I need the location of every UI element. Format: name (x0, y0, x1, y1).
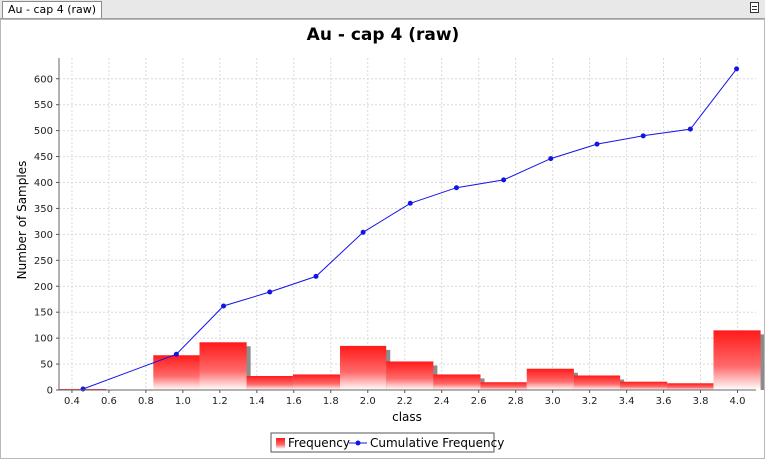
cumulative-point (267, 289, 273, 295)
x-tick-label: 0.6 (101, 396, 117, 407)
cumulative-line (80, 66, 740, 392)
legend-box (270, 432, 495, 453)
frequency-bar (480, 382, 527, 390)
frequency-bar (433, 374, 481, 390)
y-ticks: 0 50 100 150 200 250 300 350 400 450 500 550 600 (34, 74, 59, 397)
cumulative-point (407, 200, 413, 206)
y-tick-label: 50 (40, 360, 53, 371)
y-tick-label: 0 (47, 386, 53, 397)
y-tick-label: 100 (34, 334, 53, 345)
y-tick-label: 550 (34, 100, 53, 111)
legend-cumulative-marker (355, 440, 361, 446)
y-tick-label: 400 (34, 178, 53, 189)
legend-frequency-label: Frequency (288, 436, 350, 450)
menu-icon[interactable] (750, 2, 759, 13)
cumulative-point (80, 386, 86, 392)
frequency-bar (573, 375, 621, 390)
chart: Au - cap 4 (raw) 0.4 0.6 0.8 1.0 1.2 1.4 1.6 1.… (15, 25, 764, 453)
y-tick-label: 450 (34, 152, 53, 163)
cumulative-point (221, 303, 227, 309)
cumulative-point (453, 185, 459, 191)
x-tick-label: 1.4 (249, 396, 265, 407)
x-tick-label: 3.0 (545, 396, 561, 407)
x-tick-label: 3.2 (582, 396, 598, 407)
axes (58, 58, 756, 391)
y-tick-label: 250 (34, 256, 53, 267)
tab-bar: Au - cap 4 (raw) (0, 0, 765, 19)
frequency-bar (292, 374, 341, 390)
x-tick-label: 2.8 (508, 396, 524, 407)
x-tick-label: 0.8 (138, 396, 154, 407)
x-tick-label: 2.0 (360, 396, 376, 407)
frequency-bar (246, 375, 293, 390)
plot-area (59, 58, 756, 390)
frequency-bar (340, 345, 387, 390)
cumulative-point (360, 229, 366, 235)
cumulative-point (313, 273, 319, 279)
x-tick-label: 1.8 (323, 396, 339, 407)
cumulative-point (640, 133, 646, 139)
legend: Frequency Cumulative Frequency (270, 432, 504, 453)
y-tick-label: 600 (34, 74, 53, 85)
x-tick-label: 3.8 (693, 396, 709, 407)
cumulative-polyline (82, 68, 737, 390)
frequency-bar (199, 342, 247, 390)
cumulative-point (173, 351, 179, 357)
frequency-bar (386, 361, 434, 390)
x-tick-label: 3.6 (656, 396, 672, 407)
frequency-bars (59, 330, 764, 390)
grid (59, 58, 756, 391)
x-ticks: 0.4 0.6 0.8 1.0 1.2 1.4 1.6 1.8 2.0 2.2 2.4 2.6 2.8 3… (64, 390, 745, 407)
frequency-bar (526, 368, 574, 390)
x-tick-label: 3.4 (619, 396, 635, 407)
cumulative-point (734, 66, 740, 72)
x-tick-label: 0.4 (64, 396, 80, 407)
y-axis-label: Number of Samples (15, 161, 29, 280)
x-tick-label: 2.6 (471, 396, 487, 407)
legend-frequency-swatch (276, 438, 285, 449)
y-tick-label: 500 (34, 126, 53, 137)
frequency-bar (620, 381, 668, 390)
y-tick-label: 300 (34, 230, 53, 241)
x-tick-label: 2.4 (434, 396, 450, 407)
x-tick-label: 1.6 (286, 396, 302, 407)
cumulative-point (687, 126, 693, 132)
frequency-bar (713, 330, 761, 390)
y-tick-label: 150 (34, 308, 53, 319)
legend-cumulative-label: Cumulative Frequency (370, 436, 504, 450)
tab-chart[interactable]: Au - cap 4 (raw) (2, 1, 103, 18)
cumulative-point (501, 177, 507, 183)
cumulative-point (594, 141, 600, 147)
x-tick-label: 4.0 (730, 396, 746, 407)
frequency-bar (153, 355, 200, 390)
x-tick-label: 2.2 (397, 396, 413, 407)
chart-title: Au - cap 4 (raw) (307, 25, 460, 45)
chart-panel: Au - cap 4 (raw) 0.4 0.6 0.8 1.0 1.2 1.4 1.6 1.… (0, 19, 765, 459)
cumulative-point (548, 156, 554, 162)
frequency-bar (667, 383, 714, 390)
x-tick-label: 1.0 (175, 396, 191, 407)
x-tick-label: 1.2 (212, 396, 228, 407)
y-tick-label: 350 (34, 204, 53, 215)
y-tick-label: 200 (34, 282, 53, 293)
x-axis-label: class (392, 410, 422, 424)
